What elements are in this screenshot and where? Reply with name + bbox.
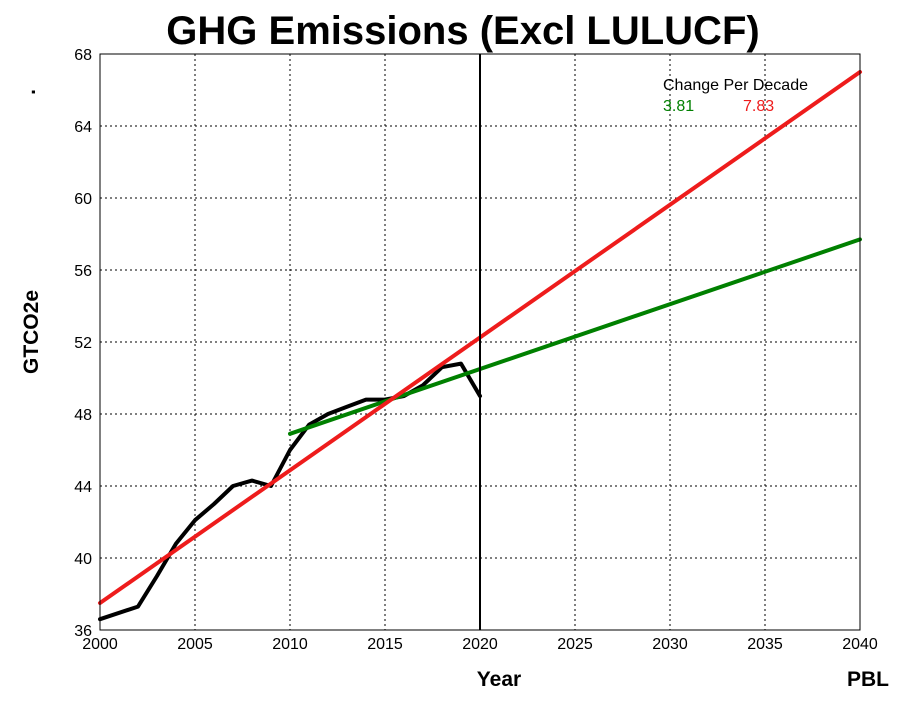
- x-tick-label: 2035: [747, 636, 783, 653]
- annotation-value-red: 7.83: [743, 98, 774, 115]
- y-axis-mark: .: [17, 89, 40, 95]
- y-tick-label: 36: [74, 623, 92, 640]
- y-tick-label: 48: [74, 407, 92, 424]
- x-tick-label: 2020: [462, 636, 498, 653]
- series-line-green: [288, 237, 862, 436]
- annotation-value-green: 3.81: [663, 98, 694, 115]
- y-axis-label: GTCO2e: [20, 290, 43, 374]
- x-tick-label: 2005: [177, 636, 213, 653]
- x-tick-label: 2025: [557, 636, 593, 653]
- tick-labels: 2000 2005 2010 2015 2020 2025 2030 2035 2040 36 40…: [74, 47, 878, 653]
- y-tick-label: 40: [74, 551, 92, 568]
- y-tick-label: 60: [74, 191, 92, 208]
- x-tick-label: 2030: [652, 636, 688, 653]
- y-tick-label: 64: [74, 119, 92, 136]
- x-tick-label: 2000: [82, 636, 118, 653]
- y-tick-label: 56: [74, 263, 92, 280]
- y-tick-label: 44: [74, 479, 92, 496]
- y-tick-label: 68: [74, 47, 92, 64]
- x-tick-label: 2015: [367, 636, 403, 653]
- x-axis-label: Year: [477, 668, 521, 691]
- source-label: PBL: [847, 668, 889, 691]
- annotation-heading: Change Per Decade: [663, 77, 808, 94]
- x-tick-label: 2040: [842, 636, 878, 653]
- plot-frame: [99, 53, 861, 631]
- chart-title: GHG Emissions (Excl LULUCF): [166, 9, 759, 53]
- series-line-black: [98, 361, 482, 622]
- series-layer: [98, 54, 862, 630]
- y-tick-label: 52: [74, 335, 92, 352]
- x-tick-label: 2010: [272, 636, 308, 653]
